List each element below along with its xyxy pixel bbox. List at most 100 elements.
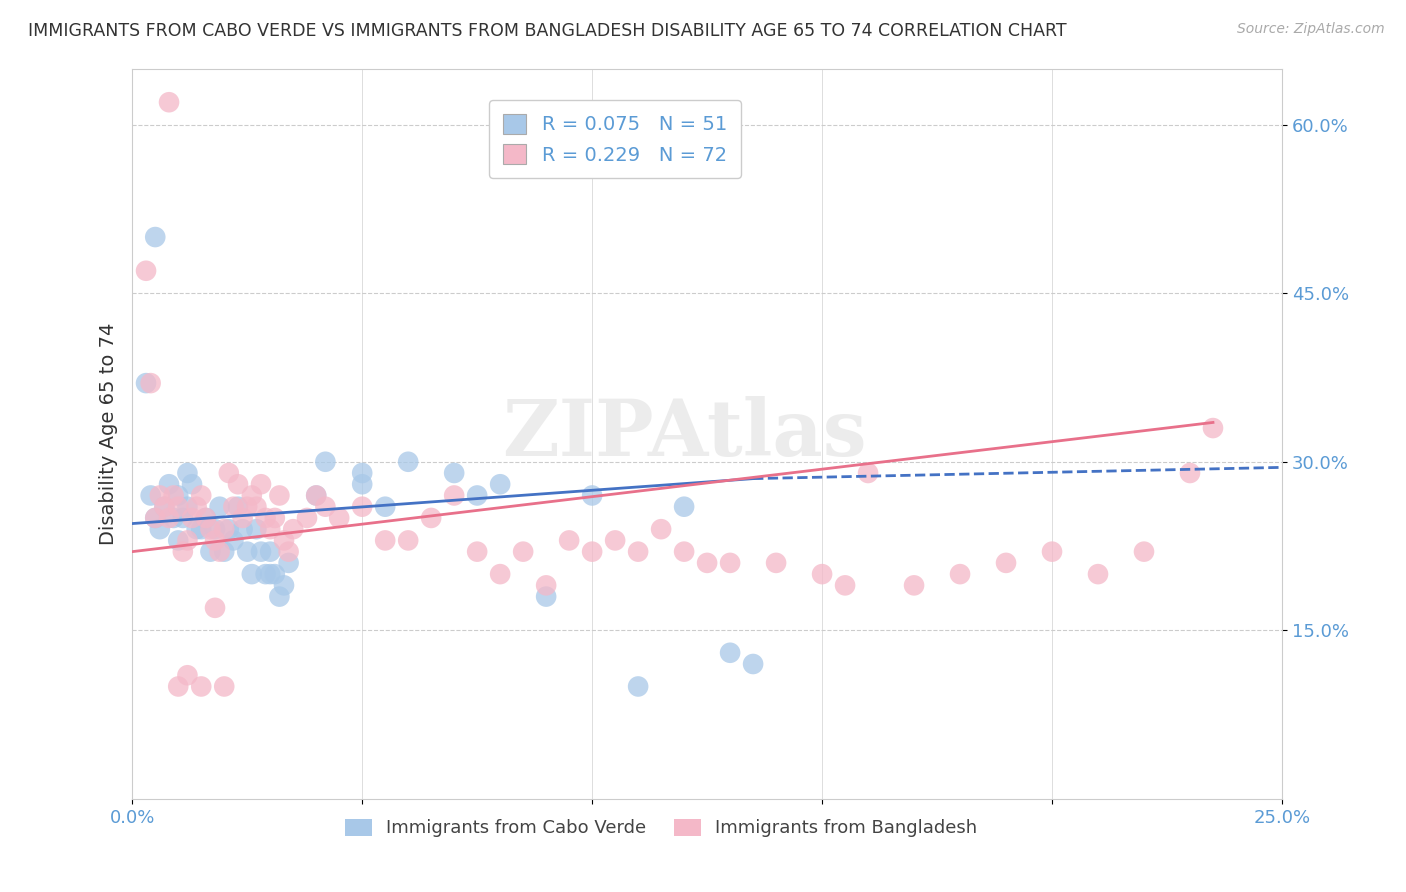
Point	[226, 477, 249, 491]
Point	[465, 544, 488, 558]
Legend: Immigrants from Cabo Verde, Immigrants from Bangladesh: Immigrants from Cabo Verde, Immigrants f…	[337, 812, 984, 845]
Point	[176, 533, 198, 548]
Text: IMMIGRANTS FROM CABO VERDE VS IMMIGRANTS FROM BANGLADESH DISABILITY AGE 65 TO 74: IMMIGRANTS FROM CABO VERDE VS IMMIGRANTS…	[28, 22, 1067, 40]
Point	[204, 600, 226, 615]
Point	[176, 466, 198, 480]
Point	[254, 567, 277, 582]
Point	[232, 511, 254, 525]
Text: Source: ZipAtlas.com: Source: ZipAtlas.com	[1237, 22, 1385, 37]
Point	[218, 522, 240, 536]
Point	[135, 376, 157, 391]
Point	[328, 511, 350, 525]
Point	[190, 680, 212, 694]
Point	[283, 522, 305, 536]
Point	[250, 477, 273, 491]
Point	[190, 522, 212, 536]
Point	[245, 522, 267, 536]
Point	[742, 657, 765, 671]
Point	[190, 488, 212, 502]
Point	[534, 590, 557, 604]
Point	[263, 567, 285, 582]
Point	[167, 488, 190, 502]
Point	[143, 511, 166, 525]
Point	[489, 477, 512, 491]
Point	[834, 578, 856, 592]
Point	[194, 511, 217, 525]
Point	[212, 522, 235, 536]
Point	[181, 511, 204, 525]
Point	[273, 533, 295, 548]
Point	[1133, 544, 1156, 558]
Point	[627, 544, 650, 558]
Point	[208, 500, 231, 514]
Point	[162, 488, 184, 502]
Point	[135, 264, 157, 278]
Point	[250, 544, 273, 558]
Point	[995, 556, 1018, 570]
Point	[181, 477, 204, 491]
Point	[204, 522, 226, 536]
Point	[949, 567, 972, 582]
Point	[157, 95, 180, 110]
Point	[314, 455, 336, 469]
Point	[1202, 421, 1225, 435]
Point	[162, 511, 184, 525]
Point	[245, 500, 267, 514]
Point	[200, 544, 222, 558]
Point	[259, 567, 281, 582]
Point	[263, 511, 285, 525]
Point	[650, 522, 672, 536]
Point	[153, 500, 176, 514]
Point	[204, 533, 226, 548]
Point	[157, 477, 180, 491]
Point	[208, 544, 231, 558]
Point	[167, 500, 190, 514]
Point	[352, 477, 374, 491]
Point	[396, 533, 419, 548]
Point	[673, 500, 696, 514]
Point	[856, 466, 879, 480]
Point	[811, 567, 834, 582]
Point	[305, 488, 328, 502]
Point	[374, 533, 396, 548]
Point	[605, 533, 627, 548]
Point	[558, 533, 581, 548]
Point	[139, 376, 162, 391]
Point	[240, 488, 263, 502]
Point	[139, 488, 162, 502]
Point	[236, 544, 259, 558]
Point	[352, 466, 374, 480]
Y-axis label: Disability Age 65 to 74: Disability Age 65 to 74	[100, 323, 118, 545]
Point	[396, 455, 419, 469]
Point	[254, 511, 277, 525]
Point	[240, 567, 263, 582]
Point	[186, 522, 208, 536]
Point	[718, 556, 741, 570]
Point	[218, 466, 240, 480]
Point	[305, 488, 328, 502]
Point	[1178, 466, 1201, 480]
Point	[176, 668, 198, 682]
Point	[236, 500, 259, 514]
Point	[143, 230, 166, 244]
Point	[1087, 567, 1109, 582]
Point	[443, 488, 465, 502]
Point	[443, 466, 465, 480]
Point	[581, 544, 603, 558]
Point	[200, 522, 222, 536]
Point	[903, 578, 925, 592]
Point	[212, 544, 235, 558]
Point	[352, 500, 374, 514]
Text: ZIPAtlas: ZIPAtlas	[502, 396, 866, 472]
Point	[534, 578, 557, 592]
Point	[374, 500, 396, 514]
Point	[269, 488, 291, 502]
Point	[212, 680, 235, 694]
Point	[673, 544, 696, 558]
Point	[627, 680, 650, 694]
Point	[277, 556, 299, 570]
Point	[273, 578, 295, 592]
Point	[222, 533, 245, 548]
Point	[149, 522, 172, 536]
Point	[167, 680, 190, 694]
